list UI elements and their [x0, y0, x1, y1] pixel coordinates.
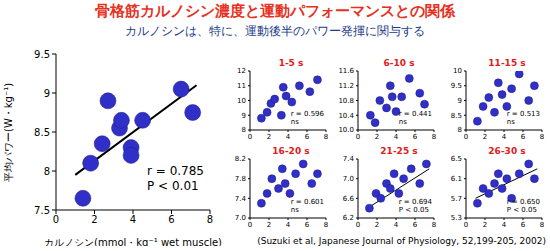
svg-text:6: 6 [168, 214, 174, 225]
svg-text:0: 0 [53, 214, 59, 225]
svg-text:6.6: 6.6 [343, 195, 355, 203]
html-text:r = 0.513: r = 0.513 [506, 110, 540, 118]
svg-text:10.0: 10.0 [338, 126, 354, 134]
svg-text:6: 6 [413, 133, 418, 141]
svg-text:カルノシン(mmol・kg⁻¹ wet muscle): カルノシン(mmol・kg⁻¹ wet muscle) [44, 237, 222, 246]
html-text:P < 0.01: P < 0.01 [147, 179, 199, 193]
svg-text:2: 2 [483, 221, 487, 229]
html-text:r = 0.596: r = 0.596 [290, 110, 324, 118]
svg-text:8: 8 [242, 126, 246, 134]
svg-text:9.5: 9.5 [34, 49, 50, 60]
svg-text:8: 8 [44, 166, 50, 177]
html-text:ns: ns [290, 118, 299, 126]
svg-text:8: 8 [432, 133, 436, 141]
svg-text:0: 0 [356, 133, 360, 141]
svg-text:11.6: 11.6 [338, 67, 354, 75]
svg-text:6.5: 6.5 [451, 155, 462, 163]
svg-text:5.3: 5.3 [451, 214, 462, 222]
svg-text:0: 0 [464, 133, 468, 141]
html-text:1-5 s: 1-5 s [278, 58, 304, 68]
html-text:11-15 s: 11-15 s [488, 58, 526, 68]
svg-text:2: 2 [91, 214, 97, 225]
svg-text:10: 10 [453, 67, 462, 75]
svg-text:9.5: 9.5 [451, 82, 462, 90]
svg-text:8: 8 [540, 133, 542, 141]
svg-text:9: 9 [458, 97, 462, 105]
svg-text:7.0: 7.0 [343, 175, 354, 183]
svg-text:平均パワー(W・kg⁻¹): 平均パワー(W・kg⁻¹) [8, 83, 14, 182]
svg-text:11.2: 11.2 [338, 82, 354, 90]
svg-text:12: 12 [237, 67, 246, 75]
svg-text:8: 8 [540, 221, 542, 229]
svg-text:0: 0 [248, 133, 252, 141]
svg-text:0: 0 [464, 221, 468, 229]
html-text:(Suzuki et al, Japanese Journa: (Suzuki et al, Japanese Journal of Physi… [257, 236, 546, 246]
svg-text:6: 6 [413, 221, 418, 229]
svg-text:6.1: 6.1 [451, 175, 462, 183]
svg-text:7.0: 7.0 [235, 214, 246, 222]
html-text:ns: ns [290, 206, 299, 214]
svg-text:7.4: 7.4 [343, 155, 355, 163]
svg-text:4: 4 [502, 133, 507, 141]
html-text:カルノシンは、特に、運動後半のパワー発揮に関与する: カルノシンは、特に、運動後半のパワー発揮に関与する [125, 24, 425, 38]
html-text:16-20 s: 16-20 s [272, 146, 310, 156]
svg-text:7.4: 7.4 [235, 195, 247, 203]
svg-text:4: 4 [394, 221, 399, 229]
svg-text:4: 4 [130, 214, 136, 225]
svg-text:10: 10 [237, 97, 246, 105]
svg-text:0: 0 [356, 221, 360, 229]
html-text:6-10 s: 6-10 s [383, 58, 415, 68]
svg-text:8.5: 8.5 [451, 112, 462, 120]
svg-text:7.8: 7.8 [235, 175, 246, 183]
html-text:骨格筋カルノシン濃度と運動パフォーマンスとの関係: 骨格筋カルノシン濃度と運動パフォーマンスとの関係 [95, 2, 455, 20]
svg-text:9: 9 [242, 112, 246, 120]
svg-text:0: 0 [248, 221, 252, 229]
svg-text:10.8: 10.8 [338, 97, 354, 105]
html-text:P < 0.05: P < 0.05 [506, 206, 537, 214]
svg-text:8: 8 [432, 221, 436, 229]
svg-text:2: 2 [375, 133, 379, 141]
svg-text:6: 6 [521, 133, 526, 141]
svg-text:9: 9 [44, 88, 50, 99]
svg-text:6: 6 [305, 133, 310, 141]
svg-text:8: 8 [207, 214, 213, 225]
svg-text:7.5: 7.5 [34, 205, 50, 216]
svg-text:2: 2 [267, 221, 271, 229]
html-text:21-25 s: 21-25 s [380, 146, 418, 156]
html-text:r = 0.601: r = 0.601 [290, 198, 324, 206]
svg-text:8: 8 [458, 126, 462, 134]
svg-text:2: 2 [375, 221, 379, 229]
html-text:ns: ns [398, 118, 407, 126]
svg-text:10.4: 10.4 [338, 112, 354, 120]
svg-text:2: 2 [267, 133, 271, 141]
svg-text:6: 6 [521, 221, 526, 229]
html-text:ns: ns [506, 118, 515, 126]
svg-text:8.2: 8.2 [235, 155, 246, 163]
svg-text:4: 4 [286, 221, 291, 229]
svg-text:4: 4 [286, 133, 291, 141]
svg-text:4: 4 [394, 133, 399, 141]
html-text:r = 0.650: r = 0.650 [506, 198, 540, 206]
svg-text:8.5: 8.5 [34, 127, 50, 138]
svg-text:8: 8 [324, 133, 328, 141]
html-text:r = 0.441: r = 0.441 [398, 110, 432, 118]
html-text:26-30 s: 26-30 s [488, 146, 526, 156]
svg-text:6: 6 [305, 221, 310, 229]
svg-text:6.2: 6.2 [343, 214, 354, 222]
svg-text:5.7: 5.7 [451, 195, 462, 203]
svg-text:2: 2 [483, 133, 487, 141]
svg-text:8: 8 [324, 221, 328, 229]
svg-text:11: 11 [237, 82, 246, 90]
svg-text:4: 4 [502, 221, 507, 229]
html-text:r = 0.694: r = 0.694 [398, 198, 432, 206]
html-text:r = 0.785: r = 0.785 [147, 164, 204, 178]
html-text:P < 0.05: P < 0.05 [398, 206, 429, 214]
